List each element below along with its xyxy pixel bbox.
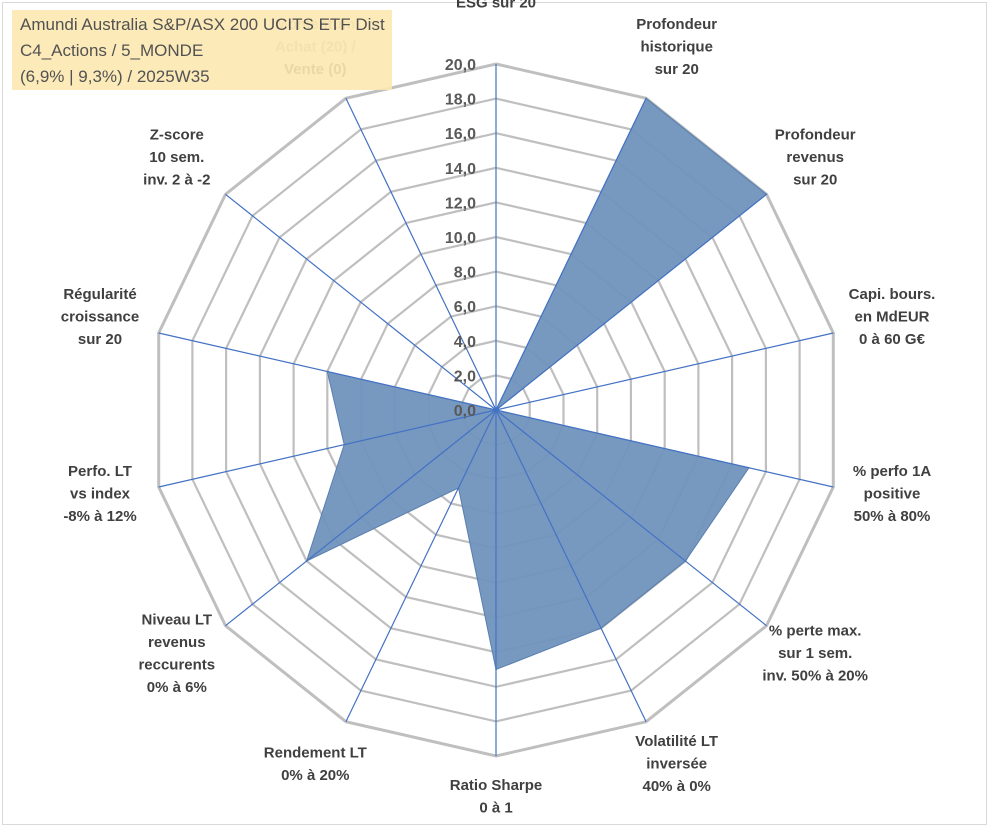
axis-label-6-line-0: Volatilité LT [635, 733, 718, 750]
axis-label-2-line-2: sur 20 [793, 171, 837, 188]
axis-label-1: Profondeur historique sur 20 [636, 16, 717, 78]
tick-label: 4,0 [454, 334, 476, 351]
axis-label-7-line-0: Ratio Sharpe [450, 777, 543, 794]
axis-label-8-line-1: 0% à 20% [281, 767, 349, 784]
axis-label-3-line-2: 0 à 60 G€ [859, 331, 926, 348]
axis-label-8-line-0: Rendement LT [264, 744, 367, 761]
label-layer: NoteESG sur 20 Profondeur historique sur 20… [61, 0, 936, 817]
axis-label-2-line-0: Profondeur [775, 126, 856, 143]
axis-label-8: Rendement LT 0% à 20% [264, 744, 367, 784]
axis-label-10-line-2: -8% à 12% [63, 508, 136, 525]
axis-label-11: Régularité croissance sur 20 [61, 286, 139, 348]
axis-label-4-line-2: 50% à 80% [854, 508, 931, 525]
chart-title-line-2: C4_Actions / 5_MONDE [20, 41, 204, 60]
axis-label-1-line-1: historique [640, 38, 713, 55]
axis-spoke-3 [495, 332, 834, 411]
axis-label-12: Z-score 10 sem. inv. 2 à -2 [143, 126, 210, 188]
axis-spoke-6 [495, 409, 647, 722]
axis-spoke-11 [158, 332, 497, 411]
tick-layer: 0,0 2,0 4,0 6,0 8,0 10,0 12,0 14,0 16,0 18,0 20,0 [445, 57, 476, 420]
axis-spoke-10 [158, 409, 497, 488]
axis-label-10-line-0: Perfo. LT [68, 463, 132, 480]
axis-label-1-line-2: sur 20 [655, 61, 699, 78]
axis-label-0: NoteESG sur 20 [456, 0, 536, 12]
tick-label: 20,0 [445, 57, 476, 74]
axis-label-6-line-1: inversée [646, 756, 707, 773]
tick-label: 10,0 [445, 230, 476, 247]
axis-label-6-line-2: 40% à 0% [643, 778, 711, 795]
axis-label-10-line-1: vs index [70, 486, 131, 503]
tick-label: 2,0 [454, 368, 476, 385]
chart-title-box: Amundi Australia S&P/ASX 200 UCITS ETF D… [12, 10, 392, 90]
axis-label-11-line-0: Régularité [63, 286, 136, 303]
axis-spoke-12 [225, 193, 497, 411]
axis-label-5-line-1: sur 1 sem. [778, 645, 852, 662]
axis-label-5-line-0: % perte max. [769, 623, 862, 640]
axis-label-12-line-1: 10 sem. [149, 149, 204, 166]
axis-label-7-line-1: 0 à 1 [479, 800, 512, 817]
axis-label-4-line-1: positive [864, 486, 921, 503]
axis-label-11-line-1: croissance [61, 308, 139, 325]
axis-label-0-line-1: ESG sur 20 [456, 0, 536, 12]
axis-spoke-2 [495, 193, 767, 411]
axis-label-9: Niveau LT revenus reccurents 0% à 6% [138, 611, 215, 696]
axis-label-11-line-2: sur 20 [78, 331, 122, 348]
axis-label-9-line-3: 0% à 6% [147, 679, 207, 696]
axis-spoke-13 [345, 98, 497, 411]
tick-label: 16,0 [445, 126, 476, 143]
axis-label-3: Capi. bours. en MdEUR 0 à 60 G€ [849, 286, 936, 348]
axis-label-3-line-1: en MdEUR [855, 308, 930, 325]
axis-label-4-line-0: % perfo 1A [853, 463, 932, 480]
axis-label-2-line-1: revenus [786, 149, 844, 166]
axis-spoke-4 [495, 409, 834, 488]
axis-label-1-line-0: Profondeur [636, 16, 717, 33]
tick-label: 6,0 [454, 299, 476, 316]
tick-label: 8,0 [454, 265, 476, 282]
axis-label-5-line-2: inv. 50% à 20% [762, 668, 868, 685]
tick-label: 14,0 [445, 161, 476, 178]
axis-label-12-line-0: Z-score [150, 126, 204, 143]
axis-spoke-1 [495, 98, 647, 411]
axis-label-10: Perfo. LT vs index -8% à 12% [63, 463, 136, 525]
axis-label-4: % perfo 1A positive 50% à 80% [853, 463, 932, 525]
spoke-layer [158, 64, 834, 756]
axis-label-9-line-2: reccurents [138, 656, 215, 673]
tick-label: 18,0 [445, 92, 476, 109]
axis-spoke-9 [225, 409, 497, 627]
axis-label-7: Ratio Sharpe 0 à 1 [450, 777, 543, 817]
axis-label-12-line-2: inv. 2 à -2 [143, 171, 210, 188]
chart-title-line-3: (6,9% | 9,3%) / 2025W35 [20, 67, 210, 86]
tick-label: 12,0 [445, 195, 476, 212]
axis-spoke-8 [345, 409, 497, 722]
chart-title-line-1: Amundi Australia S&P/ASX 200 UCITS ETF D… [20, 15, 385, 34]
axis-label-9-line-0: Niveau LT [142, 611, 213, 628]
axis-label-2: Profondeur revenus sur 20 [775, 126, 856, 188]
axis-label-6: Volatilité LT inversée 40% à 0% [635, 733, 718, 795]
axis-label-5: % perte max. sur 1 sem. inv. 50% à 20% [762, 623, 868, 685]
tick-label: 0,0 [454, 403, 476, 420]
axis-label-9-line-1: revenus [148, 634, 206, 651]
axis-label-3-line-0: Capi. bours. [849, 286, 936, 303]
axis-spoke-5 [495, 409, 767, 627]
